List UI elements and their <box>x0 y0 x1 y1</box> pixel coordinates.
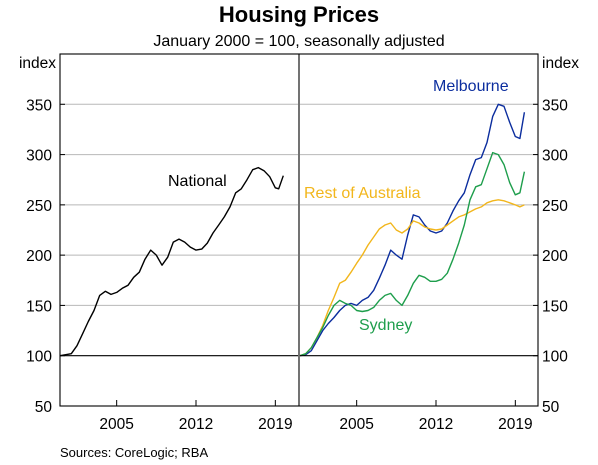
series-label-sydney: Sydney <box>359 317 412 334</box>
x-tick-label: 2019 <box>498 416 532 433</box>
x-tick-label: 2012 <box>179 416 213 433</box>
y-tick-right: 300 <box>542 148 568 165</box>
y-unit-right: index <box>542 55 579 72</box>
y-unit-left: index <box>19 55 56 72</box>
chart-title: Housing Prices <box>219 2 379 27</box>
y-tick-right: 50 <box>542 399 560 416</box>
x-tick-label: 2012 <box>419 416 453 433</box>
series-line-panel-1-1 <box>299 199 525 357</box>
y-tick-left: 150 <box>26 298 52 315</box>
series-line-panel-1-2 <box>299 151 526 357</box>
y-tick-left: 250 <box>26 198 52 215</box>
series-label-rest-of-australia: Rest of Australia <box>304 185 421 202</box>
chart-subtitle: January 2000 = 100, seasonally adjusted <box>153 33 444 50</box>
axis-ticks: 50 50 100 100 150 150 200 200 250 250 300 300 350 350… <box>26 97 568 433</box>
y-tick-left: 200 <box>26 248 52 265</box>
y-tick-left: 50 <box>35 399 53 416</box>
series-line-panel-0-0 <box>59 166 284 357</box>
series-line-panel-1-0 <box>299 103 526 357</box>
series-lines <box>59 103 526 357</box>
y-tick-left: 100 <box>26 349 52 366</box>
y-tick-right: 200 <box>542 248 568 265</box>
series-label-melbourne: Melbourne <box>433 78 509 95</box>
y-tick-right: 100 <box>542 349 568 366</box>
y-tick-left: 300 <box>26 148 52 165</box>
x-tick-label: 2005 <box>339 416 373 433</box>
plot-frame <box>59 53 539 407</box>
y-tick-left: 350 <box>26 97 52 114</box>
y-tick-right: 250 <box>542 198 568 215</box>
source-note: Sources: CoreLogic; RBA <box>60 445 208 460</box>
series-label-national: National <box>168 173 227 190</box>
x-tick-label: 2019 <box>258 416 292 433</box>
y-tick-right: 150 <box>542 298 568 315</box>
y-tick-right: 350 <box>542 97 568 114</box>
x-tick-label: 2005 <box>99 416 133 433</box>
